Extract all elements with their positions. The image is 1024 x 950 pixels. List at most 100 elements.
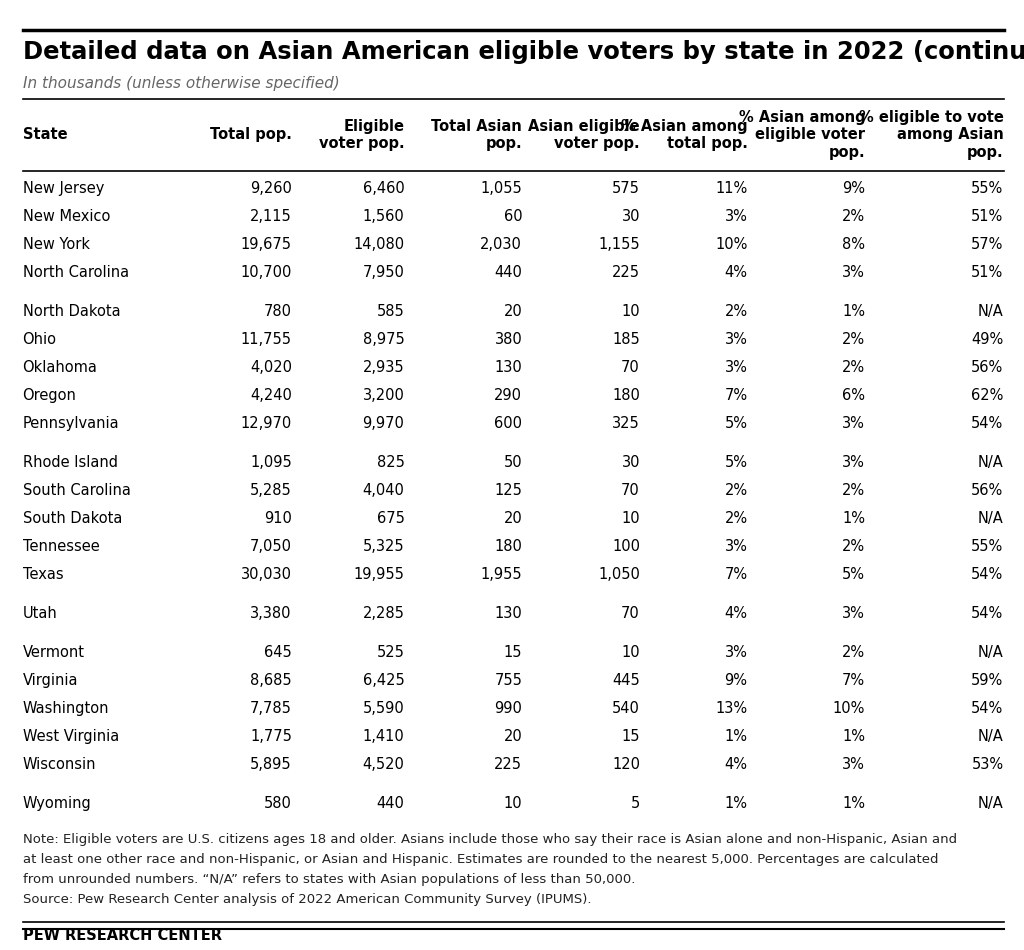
Text: In thousands (unless otherwise specified): In thousands (unless otherwise specified… [23,76,339,91]
Text: 440: 440 [377,796,404,811]
Text: 1,095: 1,095 [250,455,292,470]
Text: 3%: 3% [843,455,865,470]
Text: 2%: 2% [842,484,865,499]
Text: 20: 20 [504,730,522,745]
Text: 54%: 54% [972,606,1004,621]
Text: 1,055: 1,055 [480,181,522,197]
Text: State: State [23,127,68,142]
Text: 7%: 7% [842,674,865,689]
Text: Ohio: Ohio [23,332,56,348]
Text: 6,460: 6,460 [362,181,404,197]
Text: 540: 540 [612,701,640,716]
Text: 3%: 3% [843,757,865,772]
Text: 2,285: 2,285 [362,606,404,621]
Text: 4,020: 4,020 [250,360,292,375]
Text: 56%: 56% [972,484,1004,499]
Text: 1,560: 1,560 [362,209,404,224]
Text: 2,030: 2,030 [480,238,522,253]
Text: 4%: 4% [725,757,748,772]
Text: 5,285: 5,285 [250,484,292,499]
Text: 20: 20 [504,304,522,319]
Text: 525: 525 [377,645,404,660]
Text: 60: 60 [504,209,522,224]
Text: 2%: 2% [842,360,865,375]
Text: 4%: 4% [725,606,748,621]
Text: Total Asian
pop.: Total Asian pop. [431,119,522,151]
Text: 185: 185 [612,332,640,348]
Text: North Dakota: North Dakota [23,304,120,319]
Text: 2,115: 2,115 [250,209,292,224]
Text: 3%: 3% [843,416,865,431]
Text: New Jersey: New Jersey [23,181,103,197]
Text: 10: 10 [504,796,522,811]
Text: 5,325: 5,325 [362,540,404,555]
Text: Wyoming: Wyoming [23,796,91,811]
Text: Pennsylvania: Pennsylvania [23,416,119,431]
Text: 1%: 1% [843,796,865,811]
Text: 1%: 1% [725,796,748,811]
Text: 8%: 8% [843,238,865,253]
Text: 130: 130 [495,606,522,621]
Text: 20: 20 [504,511,522,526]
Text: 600: 600 [495,416,522,431]
Text: 1,775: 1,775 [250,730,292,745]
Text: New Mexico: New Mexico [23,209,110,224]
Text: Vermont: Vermont [23,645,85,660]
Text: 15: 15 [504,645,522,660]
Text: 180: 180 [495,540,522,555]
Text: 5%: 5% [843,567,865,582]
Text: 10%: 10% [715,238,748,253]
Text: 3%: 3% [725,540,748,555]
Text: Total pop.: Total pop. [210,127,292,142]
Text: 13%: 13% [716,701,748,716]
Text: 56%: 56% [972,360,1004,375]
Text: 4,040: 4,040 [362,484,404,499]
Text: 2%: 2% [842,645,865,660]
Text: 3%: 3% [725,332,748,348]
Text: 70: 70 [622,484,640,499]
Text: 1,050: 1,050 [598,567,640,582]
Text: % eligible to vote
among Asian
pop.: % eligible to vote among Asian pop. [859,110,1004,160]
Text: 3%: 3% [725,209,748,224]
Text: PEW RESEARCH CENTER: PEW RESEARCH CENTER [23,928,221,943]
Text: 8,975: 8,975 [362,332,404,348]
Text: 4,240: 4,240 [250,389,292,404]
Text: 225: 225 [495,757,522,772]
Text: 30,030: 30,030 [241,567,292,582]
Text: 59%: 59% [972,674,1004,689]
Text: 1,410: 1,410 [362,730,404,745]
Text: 50: 50 [504,455,522,470]
Text: Texas: Texas [23,567,63,582]
Text: 910: 910 [264,511,292,526]
Text: 2%: 2% [842,209,865,224]
Text: 9%: 9% [725,674,748,689]
Text: 5%: 5% [725,416,748,431]
Text: 445: 445 [612,674,640,689]
Text: N/A: N/A [978,304,1004,319]
Text: Wisconsin: Wisconsin [23,757,96,772]
Text: 70: 70 [622,606,640,621]
Text: 130: 130 [495,360,522,375]
Text: 10: 10 [622,304,640,319]
Text: 9,970: 9,970 [362,416,404,431]
Text: 3,200: 3,200 [362,389,404,404]
Text: N/A: N/A [978,645,1004,660]
Text: 1%: 1% [843,511,865,526]
Text: 2%: 2% [842,540,865,555]
Text: 55%: 55% [972,181,1004,197]
Text: 585: 585 [377,304,404,319]
Text: 30: 30 [622,455,640,470]
Text: 2%: 2% [724,304,748,319]
Text: Oregon: Oregon [23,389,77,404]
Text: Oklahoma: Oklahoma [23,360,97,375]
Text: 380: 380 [495,332,522,348]
Text: 55%: 55% [972,540,1004,555]
Text: Source: Pew Research Center analysis of 2022 American Community Survey (IPUMS).: Source: Pew Research Center analysis of … [23,893,591,906]
Text: 14,080: 14,080 [353,238,404,253]
Text: 6%: 6% [843,389,865,404]
Text: 3%: 3% [843,265,865,280]
Text: Detailed data on Asian American eligible voters by state in 2022 (continued): Detailed data on Asian American eligible… [23,40,1024,64]
Text: 580: 580 [264,796,292,811]
Text: 70: 70 [622,360,640,375]
Text: 51%: 51% [972,265,1004,280]
